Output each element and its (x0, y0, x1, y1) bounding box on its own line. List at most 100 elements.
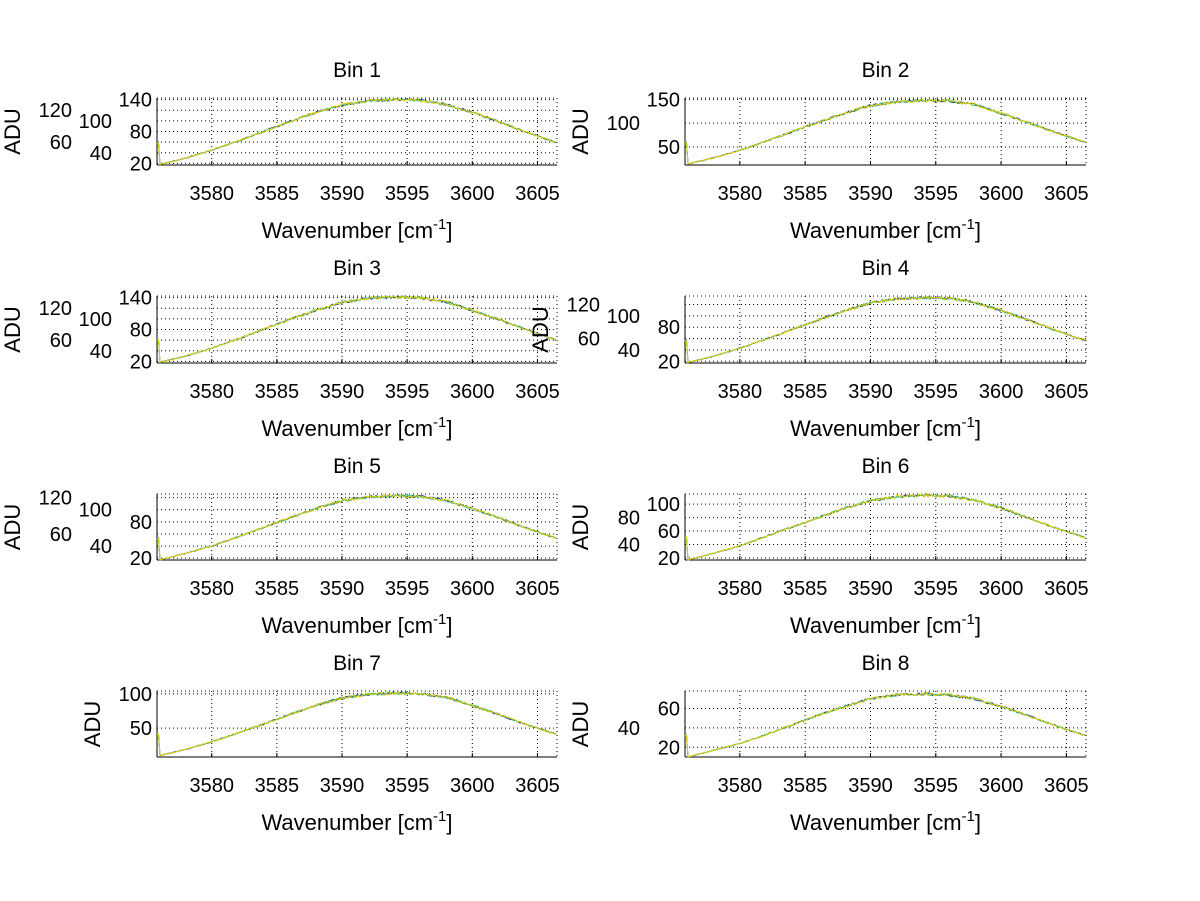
y-tick-label: 40 (90, 536, 112, 558)
x-tick-label: 3590 (848, 183, 893, 205)
x-axis-label-superscript: -1 (433, 808, 446, 825)
data-line-series-2 (156, 494, 557, 561)
data-line-series-3 (684, 98, 1086, 165)
data-line-series-1 (684, 98, 1086, 165)
y-tick-label: 100 (647, 494, 680, 516)
x-tick-label: 3580 (718, 578, 763, 600)
y-tick-label: 100 (79, 309, 112, 331)
data-line-series-3 (685, 295, 1086, 364)
data-line-series-1 (156, 295, 557, 364)
x-tick-label: 3585 (783, 578, 828, 600)
y-tick-label: 120 (39, 298, 72, 320)
subplot-bin-3: 3580 3585 3590 3595 3600 3605 20 40 60 80 100 120 14… (0, 257, 560, 441)
y-axis-label: ADU (568, 108, 593, 154)
data-line-series-3 (684, 691, 1086, 758)
y-tick-label: 50 (658, 137, 680, 159)
x-axis-label-text: Wavenumber [cm (790, 810, 962, 835)
x-axis-label-text: Wavenumber [cm (261, 416, 433, 441)
subplot-bin-2: 3580 3585 3590 3595 3600 3605 50 100 150 Bin 2 Wav… (568, 59, 1089, 243)
x-tick-label: 3605 (1044, 775, 1089, 797)
x-axis-label-text: Wavenumber [cm (261, 810, 433, 835)
y-tick-label: 40 (90, 143, 112, 165)
x-tick-label: 3605 (515, 578, 560, 600)
x-tick-label: 3580 (189, 183, 234, 205)
x-axis-label-superscript: -1 (962, 216, 975, 233)
x-axis-label-text: Wavenumber [cm (790, 416, 962, 441)
y-tick-label: 80 (618, 508, 640, 530)
y-tick-label: 60 (50, 524, 72, 546)
y-tick-label: 140 (119, 90, 152, 112)
x-tick-label: 3600 (450, 381, 495, 403)
x-tick-label: 3585 (783, 775, 828, 797)
x-tick-label: 3595 (385, 775, 430, 797)
x-tick-label: 3605 (515, 775, 560, 797)
x-axis-label-close: ] (975, 416, 981, 441)
x-tick-label: 3585 (255, 578, 300, 600)
x-axis-label: Wavenumber [cm-1] (261, 808, 452, 835)
subplot-title: Bin 8 (862, 652, 910, 675)
x-axis-label: Wavenumber [cm-1] (790, 808, 981, 835)
x-tick-label: 3605 (515, 381, 560, 403)
data-line-series-2 (156, 295, 557, 364)
x-tick-label: 3600 (979, 775, 1024, 797)
data-line-series-2 (684, 295, 1086, 364)
subplot-title: Bin 6 (862, 455, 910, 478)
x-axis-label-close: ] (975, 810, 981, 835)
x-axis-label-close: ] (446, 810, 452, 835)
data-line-series-1 (684, 296, 1086, 364)
data-line-series-2 (685, 98, 1086, 165)
x-tick-label: 3585 (783, 183, 828, 205)
data-line-series-1 (156, 691, 557, 756)
x-axis-label-close: ] (975, 218, 981, 243)
y-tick-label: 60 (50, 132, 72, 154)
data-line-series-2 (156, 691, 557, 757)
x-axis-label-superscript: -1 (962, 611, 975, 628)
y-axis-label: ADU (528, 306, 553, 352)
x-tick-label: 3595 (914, 775, 959, 797)
subplot-bin-7: 3580 3585 3590 3595 3600 3605 50 100 Bin 7 Wavenu… (80, 652, 560, 835)
x-axis-label-close: ] (446, 416, 452, 441)
y-tick-label: 100 (79, 500, 112, 522)
x-tick-label: 3590 (848, 381, 893, 403)
y-tick-label: 100 (607, 113, 640, 135)
x-tick-label: 3580 (189, 578, 234, 600)
y-tick-label: 60 (50, 330, 72, 352)
y-tick-label: 80 (658, 317, 680, 339)
x-axis-label: Wavenumber [cm-1] (790, 216, 981, 243)
y-tick-label: 120 (567, 295, 600, 317)
subplot-title: Bin 1 (333, 59, 381, 82)
x-tick-label: 3580 (718, 183, 763, 205)
data-line-series-3 (156, 494, 557, 561)
x-tick-label: 3600 (450, 775, 495, 797)
data-line-series-2 (156, 98, 557, 165)
x-tick-label: 3595 (385, 381, 430, 403)
subplot-bin-8: 3580 3585 3590 3595 3600 3605 20 40 60 Bin 8 Waven… (568, 652, 1089, 835)
data-line-series-3 (156, 690, 557, 757)
subplot-title: Bin 4 (862, 257, 910, 280)
y-axis-label: ADU (568, 504, 593, 550)
subplot-bin-5: 3580 3585 3590 3595 3600 3605 20 40 60 80 100 120 Bi… (0, 455, 560, 638)
y-tick-label: 60 (658, 698, 680, 720)
x-axis-label-superscript: -1 (962, 808, 975, 825)
x-tick-label: 3580 (189, 775, 234, 797)
x-tick-label: 3605 (1044, 578, 1089, 600)
y-tick-label: 20 (658, 737, 680, 759)
x-tick-label: 3600 (979, 381, 1024, 403)
y-tick-label: 60 (658, 521, 680, 543)
x-tick-label: 3585 (255, 775, 300, 797)
x-axis-label-text: Wavenumber [cm (790, 613, 962, 638)
x-axis-label: Wavenumber [cm-1] (790, 414, 981, 441)
x-tick-label: 3600 (450, 183, 495, 205)
x-axis-label-close: ] (975, 613, 981, 638)
x-axis-label-close: ] (446, 613, 452, 638)
x-tick-label: 3585 (255, 381, 300, 403)
x-axis-label-superscript: -1 (962, 414, 975, 431)
x-axis-label: Wavenumber [cm-1] (261, 216, 452, 243)
data-line-series-3 (156, 97, 557, 166)
x-axis-label-text: Wavenumber [cm (261, 613, 433, 638)
data-line-series-3 (684, 492, 1086, 561)
x-tick-label: 3580 (718, 775, 763, 797)
y-axis-label: ADU (80, 701, 105, 747)
subplot-bin-4: 3580 3585 3590 3595 3600 3605 20 40 60 80 100 120 Bi… (528, 257, 1089, 441)
